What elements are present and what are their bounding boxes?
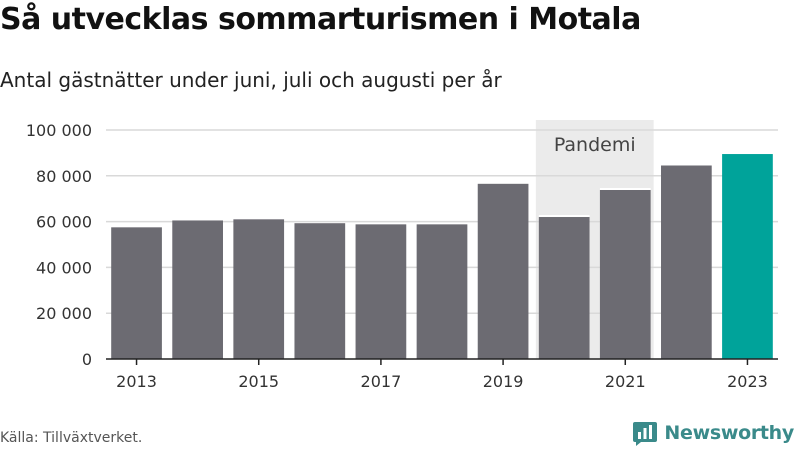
bar-2020 xyxy=(538,217,590,359)
y-tick-label: 60 000 xyxy=(36,213,92,232)
source-note: Källa: Tillväxtverket. xyxy=(0,430,143,446)
newsworthy-logo-icon xyxy=(633,422,658,446)
bar-2017 xyxy=(355,224,407,359)
bar-2019 xyxy=(477,183,529,359)
bar-2015 xyxy=(233,219,285,359)
y-tick-label: 20 000 xyxy=(36,304,92,323)
x-tick-label: 2023 xyxy=(727,372,768,391)
y-tick-label: 40 000 xyxy=(36,258,92,277)
y-tick-label: 80 000 xyxy=(36,167,92,186)
bar-chart: 0 20 000 40 000 60 000 80 000 100 000 Pandemi 2… xyxy=(26,120,778,391)
x-tick-label: 2019 xyxy=(483,372,524,391)
chart-title: Så utvecklas sommarturismen i Motala xyxy=(0,2,641,37)
bar-2022 xyxy=(661,165,712,359)
chart-subtitle: Antal gästnätter under juni, juli och au… xyxy=(0,68,502,92)
brand-name: Newsworthy xyxy=(664,422,794,444)
pandemic-label: Pandemi xyxy=(554,134,636,156)
bar-2013 xyxy=(111,227,162,359)
bar-2016 xyxy=(294,223,346,359)
x-tick-label: 2015 xyxy=(238,372,279,391)
bar-2023 xyxy=(722,154,773,359)
bar-2014 xyxy=(172,220,223,359)
y-tick-label: 0 xyxy=(82,350,92,369)
brand-logo: Newsworthy xyxy=(632,420,794,446)
bar-2018 xyxy=(416,224,468,359)
x-tick-label: 2017 xyxy=(361,372,402,391)
x-tick-label: 2021 xyxy=(605,372,646,391)
bar-2021 xyxy=(599,189,651,359)
y-tick-label: 100 000 xyxy=(26,121,92,140)
x-tick-label: 2013 xyxy=(116,372,157,391)
